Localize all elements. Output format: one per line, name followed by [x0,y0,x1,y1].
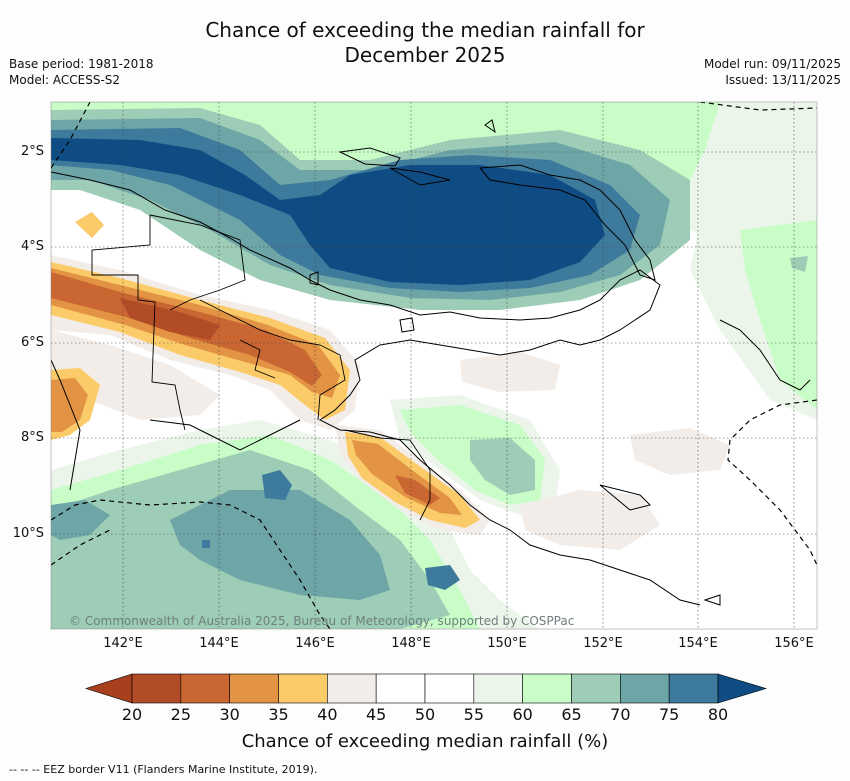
contour-75-south [170,490,390,600]
colorbar-segment [522,673,572,704]
contour-25-band [120,298,220,340]
base-period: Base period: 1981-2018 [9,57,154,71]
colorbar-segment [375,673,426,704]
colorbar-tick-label: 65 [561,705,582,724]
colorbar-tick-label: 55 [463,705,484,724]
colorbar-tick-label: 35 [268,705,289,724]
colorbar-tick-label: 30 [219,705,240,724]
coastlines [51,119,811,606]
contour-75-southwest [51,500,110,540]
lat-label-6s: 6°S [20,335,44,350]
issued-date: Issued: 13/11/2025 [725,73,841,87]
map-title: Chance of exceeding the median rainfall … [0,18,850,68]
copyright-notice: © Commonwealth of Australia 2025, Bureau… [69,614,575,628]
contour-80-south-b [425,565,460,590]
colorbar-segment [424,673,475,704]
lon-label-142e: 142°E [103,636,143,651]
colorbar-tick-label: 70 [610,705,631,724]
lon-label-154e: 154°E [678,636,718,651]
colorbar-tick-label: 50 [414,705,436,724]
eez-borders [51,102,817,629]
model-info: Base period: 1981-2018 Model: ACCESS-S2 [9,56,154,88]
colorbar-tick-label: 20 [121,705,143,724]
lat-label-10s: 10°S [12,526,44,541]
lon-label-144e: 144°E [199,636,239,651]
contour-45-southeast [520,490,660,550]
contour-45-centre [460,352,560,392]
colorbar-segment [327,673,377,704]
lon-label-150e: 150°E [487,636,527,651]
contour-70-central [470,438,535,495]
colorbar-tick-label: 40 [317,705,338,724]
lat-label-8s: 8°S [20,430,44,445]
colorbar-segment [278,673,328,704]
eez-legend-note: -- -- -- EEZ border V11 (Flanders Marine… [9,763,318,776]
title-line-2: December 2025 [344,43,506,67]
lat-label-2s: 2°S [20,144,44,159]
colorbar-tick-label: 45 [365,705,387,724]
lon-label-146e: 146°E [295,636,335,651]
contour-85-north [51,138,605,285]
title-line-1: Chance of exceeding the median rainfall … [205,18,645,42]
province-borders [91,214,431,521]
contour-80-south-c [202,540,210,548]
contour-30-se-band [395,475,440,505]
contour-70-east [790,256,808,272]
colorbar-segment [180,673,230,704]
model-run-date: Model run: 09/11/2025 [703,57,841,71]
colorbar [85,673,768,704]
colorbar-tick-label: 80 [707,705,729,724]
lon-label-148e: 148°E [391,636,431,651]
colorbar-extend-low [85,673,133,704]
contour-80-south-a [262,470,292,500]
colorbar-title: Chance of exceeding median rainfall (%) [241,731,609,752]
colorbar-extend-high [717,673,768,704]
contour-40-small [75,212,104,238]
run-info: Model run: 09/11/2025 Issued: 13/11/2025 [704,56,841,88]
contour-45-east [630,428,730,475]
colorbar-segment [473,673,523,704]
lat-label-4s: 4°S [20,239,44,254]
colorbar-tick-label: 75 [658,705,680,724]
colorbar-segment [229,673,279,704]
colorbar-tick-label: 60 [512,705,533,724]
lon-label-152e: 152°E [583,636,623,651]
model-name: Model: ACCESS-S2 [9,73,121,87]
colorbar-segment [571,673,621,704]
colorbar-segment [131,673,182,704]
colorbar-segment [668,673,719,704]
colorbar-tick-label: 25 [170,705,191,724]
colorbar-segment [620,673,670,704]
lon-label-156e: 156°E [774,636,814,651]
